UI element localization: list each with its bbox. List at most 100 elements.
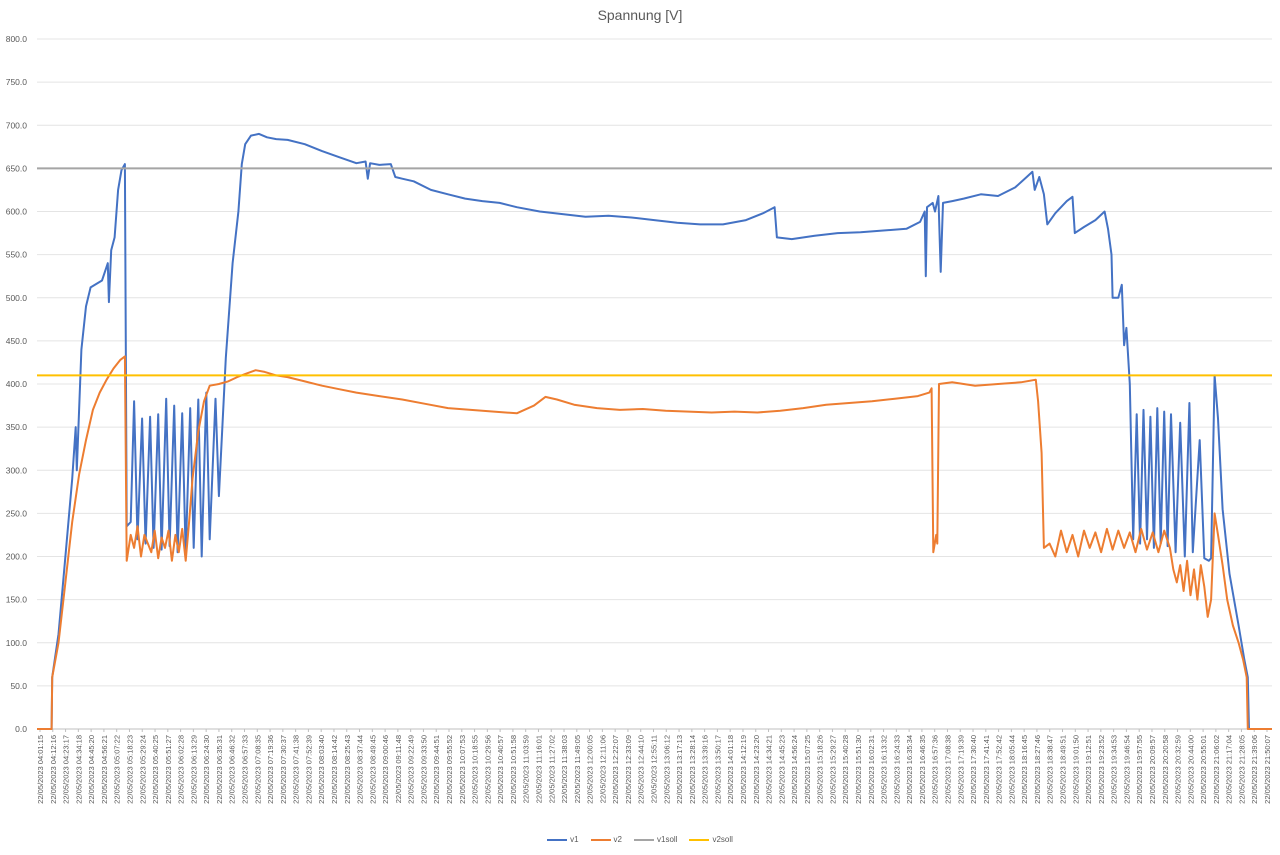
x-tick-label: 22/05/2023 16:35:34 [905,735,914,804]
x-tick-label: 22/05/2023 17:41:41 [982,735,991,804]
x-tick-label: 22/05/2023 16:13:32 [880,735,889,804]
legend-label: v1 [570,835,579,844]
x-tick-label: 22/05/2023 06:46:32 [228,735,237,804]
legend-item: v1soll [634,835,677,844]
x-tick-label: 22/05/2023 20:32:59 [1174,735,1183,804]
x-tick-label: 22/05/2023 11:49:05 [573,735,582,803]
legend-label: v2 [613,835,622,844]
x-tick-label: 22/05/2023 04:23:17 [62,735,71,804]
y-tick-label: 100.0 [6,638,28,648]
x-tick-label: 22/05/2023 16:02:31 [867,735,876,804]
y-tick-label: 750.0 [6,77,28,87]
y-tick-label: 150.0 [6,595,28,605]
x-tick-label: 22/05/2023 04:56:21 [100,735,109,804]
x-tick-label: 22/05/2023 14:45:23 [777,735,786,804]
x-tick-label: 22/05/2023 10:29:56 [483,735,492,804]
x-tick-label: 22/05/2023 09:22:49 [407,735,416,804]
y-tick-label: 400.0 [6,379,28,389]
x-tick-label: 22/05/2023 17:19:39 [956,735,965,804]
x-tick-label: 22/05/2023 16:46:35 [918,735,927,804]
x-tick-label: 22/05/2023 13:17:13 [675,735,684,804]
x-tick-label: 22/05/2023 04:34:18 [74,735,83,804]
x-tick-label: 22/05/2023 17:08:38 [943,735,952,804]
x-tick-label: 22/05/2023 18:27:46 [1033,735,1042,804]
x-tick-label: 22/05/2023 20:44:00 [1186,735,1195,804]
x-tick-label: 22/05/2023 13:50:17 [713,735,722,804]
y-tick-label: 650.0 [6,163,28,173]
y-tick-label: 500.0 [6,293,28,303]
x-tick-label: 22/05/2023 19:23:52 [1097,735,1106,804]
x-tick-label: 22/05/2023 14:12:19 [739,735,748,804]
legend-label: v2soll [712,835,733,844]
y-tick-label: 0.0 [15,724,27,734]
x-tick-label: 22/05/2023 07:19:36 [266,735,275,804]
x-tick-label: 22/05/2023 07:30:37 [279,735,288,804]
y-tick-label: 50.0 [10,681,27,691]
x-tick-label: 22/05/2023 16:57:36 [931,735,940,804]
x-tick-label: 22/05/2023 14:23:20 [752,735,761,804]
x-tick-label: 22/05/2023 05:29:24 [138,735,147,804]
x-tick-label: 22/05/2023 10:18:55 [471,735,480,804]
x-tick-label: 22/05/2023 19:57:55 [1135,735,1144,804]
x-tick-label: 22/05/2023 21:28:05 [1237,735,1246,804]
x-tick-label: 22/05/2023 20:09:57 [1148,735,1157,804]
x-tick-label: 22/05/2023 13:06:12 [662,735,671,804]
legend-swatch [590,838,611,841]
x-tick-label: 22/05/2023 06:35:31 [215,735,224,804]
x-tick-label: 22/05/2023 15:07:25 [803,735,812,804]
legend-swatch [634,838,654,841]
y-tick-label: 600.0 [6,207,28,217]
x-tick-label: 22/05/2023 18:38:47 [1046,735,1055,804]
x-tick-label: 22/05/2023 11:38:03 [560,735,569,803]
legend-swatch [689,838,710,841]
x-tick-label: 22/05/2023 19:46:54 [1122,735,1131,804]
y-tick-label: 700.0 [6,120,28,130]
x-tick-label: 22/05/2023 14:01:18 [726,735,735,804]
x-tick-label: 22/05/2023 09:00:46 [381,735,390,804]
x-tick-label: 22/05/2023 19:12:51 [1084,735,1093,804]
x-tick-label: 22/05/2023 16:24:33 [892,735,901,804]
x-tick-label: 22/05/2023 08:49:45 [368,735,377,804]
x-tick-label: 22/05/2023 15:18:26 [816,735,825,804]
y-tick-label: 350.0 [6,422,28,432]
series-v1-line [37,132,1272,730]
x-tick-label: 22/05/2023 17:52:42 [995,735,1004,804]
x-tick-label: 22/05/2023 13:28:14 [688,735,697,804]
x-tick-label: 22/05/2023 06:24:30 [202,735,211,804]
x-tick-label: 22/05/2023 15:51:30 [854,735,863,804]
x-tick-label: 22/05/2023 14:56:24 [790,735,799,804]
x-tick-label: 22/05/2023 12:55:11 [650,735,659,803]
x-tick-label: 22/05/2023 12:00:05 [586,735,595,804]
x-tick-label: 22/05/2023 20:55:01 [1199,735,1208,804]
x-tick-label: 22/05/2023 05:51:27 [164,735,173,804]
chart-title: Spannung [V] [597,7,683,23]
legend-item: v2 [590,835,622,844]
series-v2-line [37,355,1272,730]
legend-label: v1soll [657,835,678,844]
x-tick-label: 22/05/2023 10:07:53 [458,735,467,804]
x-tick-label: 22/05/2023 15:29:27 [828,735,837,804]
x-tick-label: 22/05/2023 05:07:22 [113,735,122,804]
x-tick-label: 22/05/2023 08:37:44 [356,735,365,804]
x-tick-label: 22/05/2023 09:33:50 [419,735,428,804]
x-tick-label: 22/05/2023 05:18:23 [125,735,134,804]
x-tick-label: 22/05/2023 10:40:57 [496,735,505,804]
x-tick-label: 22/05/2023 05:40:25 [151,735,160,804]
x-tick-label: 22/05/2023 19:01:50 [1071,735,1080,804]
x-tick-label: 22/05/2023 09:55:52 [445,735,454,804]
x-tick-label: 22/05/2023 08:03:40 [317,735,326,804]
x-tick-label: 22/05/2023 07:52:39 [304,735,313,804]
y-tick-label: 300.0 [6,465,28,475]
x-tick-label: 22/05/2023 11:27:02 [547,735,556,803]
x-tick-label: 22/05/2023 10:51:58 [509,735,518,804]
y-tick-label: 550.0 [6,250,28,260]
x-tick-label: 22/05/2023 13:39:16 [701,735,710,804]
x-tick-label: 22/05/2023 04:01:15 [36,735,45,804]
x-tick-label: 22/05/2023 21:50:07 [1263,735,1272,804]
x-tick-label: 22/05/2023 18:05:44 [1007,735,1016,804]
x-tick-label: 22/05/2023 08:14:42 [330,735,339,804]
x-tick-label: 22/05/2023 12:33:09 [624,735,633,804]
x-tick-label: 22/05/2023 12:22:07 [611,735,620,804]
x-tick-label: 22/05/2023 11:03:59 [522,735,531,803]
